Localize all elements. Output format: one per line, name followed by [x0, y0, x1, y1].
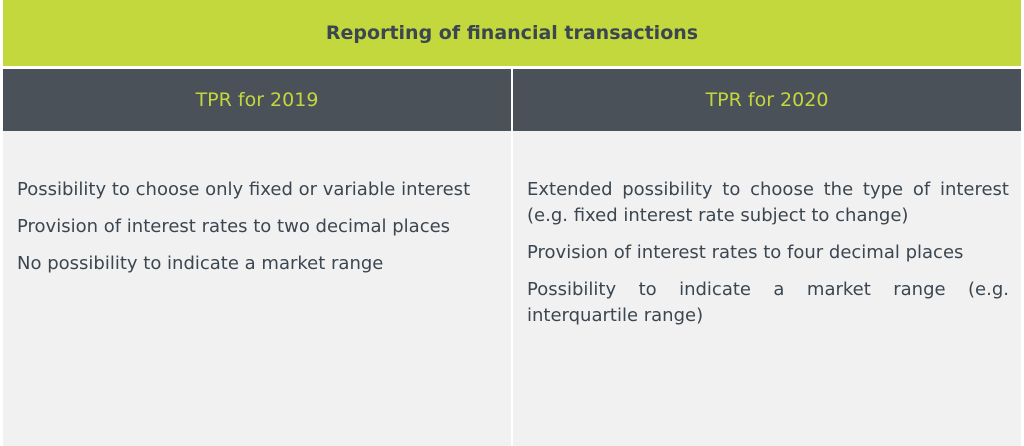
list-item: Provision of interest rates to four deci…	[527, 242, 964, 263]
column-header-row: TPR for 2019 TPR for 2020	[3, 69, 1021, 131]
column-header-label: TPR for 2020	[705, 89, 829, 111]
list-item: Provision of interest rates to two decim…	[17, 216, 451, 237]
column-header-2019: TPR for 2019	[3, 69, 513, 131]
column-header-label: TPR for 2019	[195, 89, 319, 111]
table-title: Reporting of financial transactions	[325, 22, 699, 44]
table-title-bar: Reporting of financial transactions	[3, 0, 1021, 66]
list-item: Possibility to choose only fixed or vari…	[17, 179, 471, 200]
list-item: No possibility to indicate a market rang…	[17, 253, 384, 274]
column-body-2020: Extended possibility to choose the type …	[513, 131, 1021, 446]
table-body-row: Possibility to choose only fixed or vari…	[3, 131, 1021, 446]
column-header-2020: TPR for 2020	[513, 69, 1021, 131]
divider	[3, 66, 1021, 69]
comparison-table: Reporting of financial transactions TPR …	[3, 0, 1021, 446]
list-item: Possibility to indicate a market range (…	[527, 279, 1009, 326]
column-body-2019: Possibility to choose only fixed or vari…	[3, 131, 513, 446]
list-item: Extended possibility to choose the type …	[527, 179, 1009, 226]
